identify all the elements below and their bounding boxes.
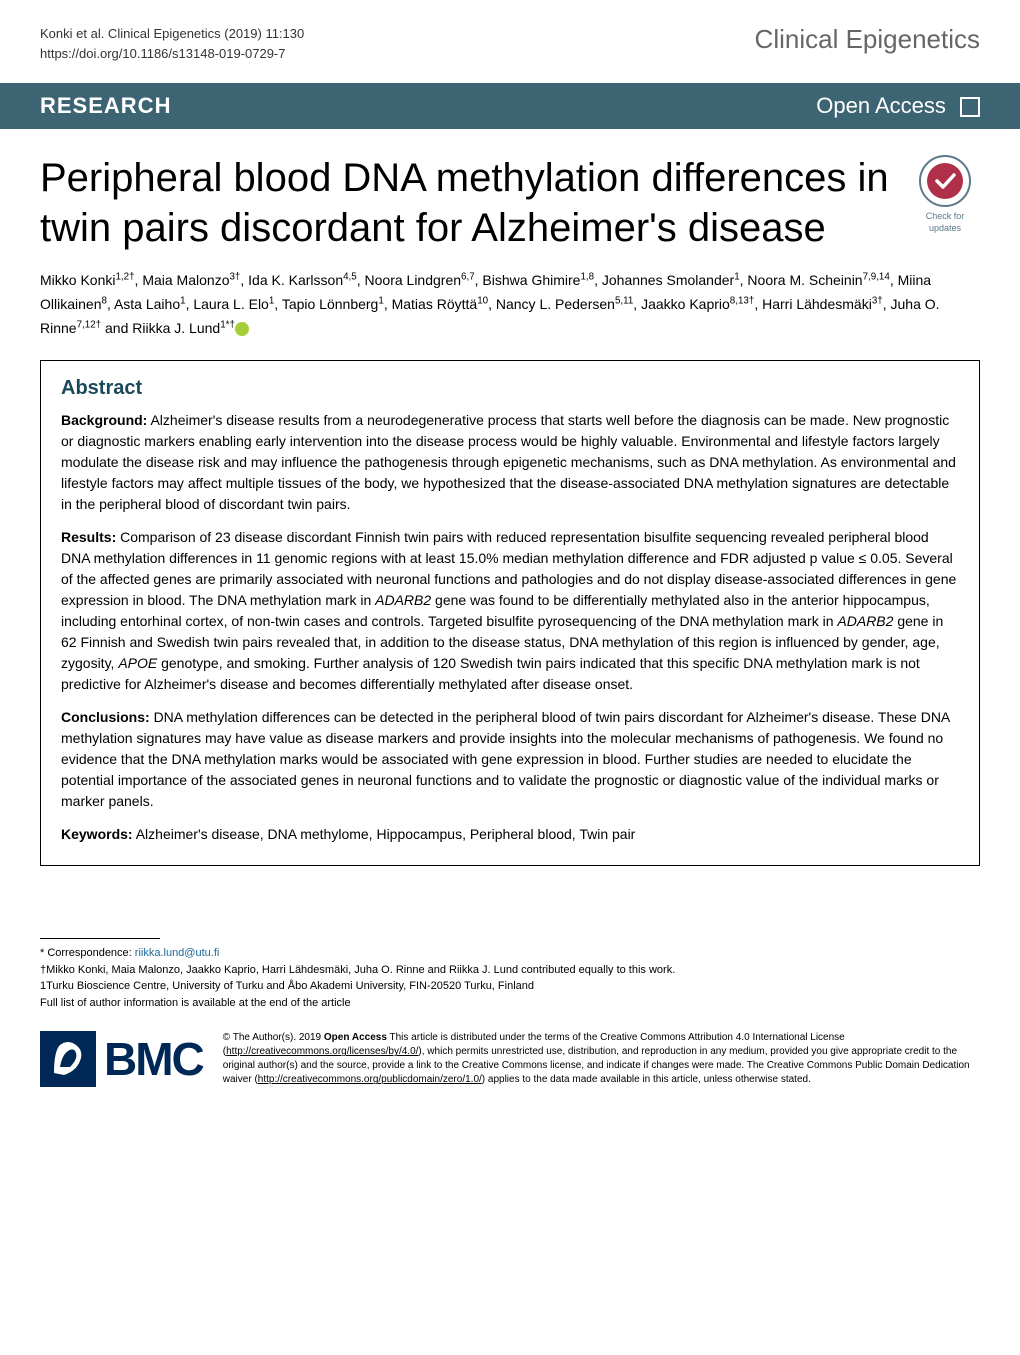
keywords-label: Keywords: [61, 826, 133, 842]
corr-email[interactable]: riikka.lund@utu.fi [135, 947, 220, 959]
affil-line: 1Turku Bioscience Centre, University of … [40, 978, 980, 995]
citation-block: Konki et al. Clinical Epigenetics (2019)… [40, 24, 304, 63]
adarb2-1: ADARB2 [375, 592, 431, 608]
authors-text: Mikko Konki1,2†, Maia Malonzo3†, Ida K. … [40, 272, 940, 336]
full-list-line: Full list of author information is avail… [40, 995, 980, 1012]
banner-research: RESEARCH [40, 93, 816, 119]
keywords-text: Alzheimer's disease, DNA methylome, Hipp… [136, 826, 636, 842]
results-text-4: genotype, and smoking. Further analysis … [61, 655, 920, 692]
background-text: Alzheimer's disease results from a neuro… [61, 412, 956, 512]
footer-row: BMC © The Author(s). 2019 Open Access Th… [0, 1021, 1020, 1117]
abstract-keywords: Keywords: Alzheimer's disease, DNA methy… [61, 824, 959, 845]
citation-line2: https://doi.org/10.1186/s13148-019-0729-… [40, 44, 304, 64]
citation-line1: Konki et al. Clinical Epigenetics (2019)… [40, 24, 304, 44]
bmc-icon [40, 1031, 96, 1087]
crossmark-text2: updates [929, 223, 961, 233]
corr-label: * Correspondence: [40, 947, 135, 959]
article-title: Peripheral blood DNA methylation differe… [40, 153, 910, 253]
license-url2[interactable]: http://creativecommons.org/publicdomain/… [258, 1074, 482, 1085]
title-row: Peripheral blood DNA methylation differe… [0, 129, 1020, 261]
crossmark-badge[interactable]: Check for updates [910, 153, 980, 233]
bmc-text: BMC [104, 1032, 203, 1086]
open-access-icon [960, 97, 980, 117]
abstract-box: Abstract Background: Alzheimer's disease… [40, 360, 980, 866]
license-text: © The Author(s). 2019 Open Access This a… [223, 1031, 980, 1087]
open-access-text: Open Access [816, 93, 946, 118]
journal-name: Clinical Epigenetics [755, 24, 980, 55]
authors: Mikko Konki1,2†, Maia Malonzo3†, Ida K. … [0, 261, 1020, 360]
crossmark-icon [917, 153, 973, 209]
abstract-heading: Abstract [61, 377, 959, 400]
banner-open-access: Open Access [816, 93, 980, 119]
license-4: ) applies to the data made available in … [482, 1074, 811, 1085]
apoe: APOE [118, 655, 157, 671]
correspondence-line: * Correspondence: riikka.lund@utu.fi [40, 945, 980, 962]
banner: RESEARCH Open Access [0, 83, 1020, 129]
footer-divider [40, 938, 160, 939]
results-label: Results: [61, 529, 116, 545]
background-label: Background: [61, 412, 147, 428]
abstract-conclusions: Conclusions: DNA methylation differences… [61, 707, 959, 812]
abstract-results: Results: Comparison of 23 disease discor… [61, 527, 959, 695]
header-row: Konki et al. Clinical Epigenetics (2019)… [0, 0, 1020, 83]
bmc-logo: BMC [40, 1031, 203, 1087]
conclusions-text: DNA methylation differences can be detec… [61, 709, 950, 809]
abstract-background: Background: Alzheimer's disease results … [61, 410, 959, 515]
license-1: © The Author(s). 2019 [223, 1032, 324, 1043]
contrib-line: †Mikko Konki, Maia Malonzo, Jaakko Kapri… [40, 962, 980, 979]
orcid-icon[interactable] [235, 322, 249, 336]
conclusions-label: Conclusions: [61, 709, 150, 725]
license-open-access: Open Access [324, 1032, 387, 1043]
footer-notes: * Correspondence: riikka.lund@utu.fi †Mi… [0, 866, 1020, 1021]
license-url1[interactable]: http://creativecommons.org/licenses/by/4… [226, 1046, 418, 1057]
crossmark-text1: Check for [926, 211, 965, 221]
adarb2-2: ADARB2 [837, 613, 893, 629]
